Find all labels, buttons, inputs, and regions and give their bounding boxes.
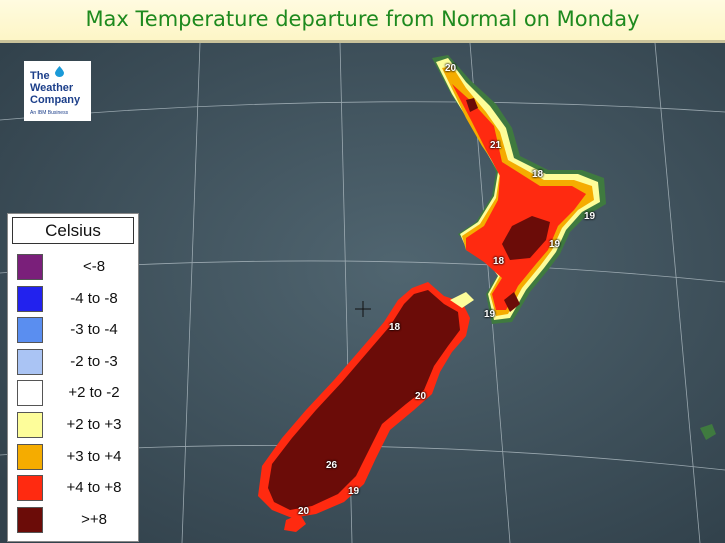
- north-island: [432, 55, 606, 324]
- legend-item: +2 to +3: [14, 410, 134, 440]
- legend-swatch: [17, 444, 43, 470]
- legend-swatch: [17, 254, 43, 280]
- temp-label-christchurch: 20: [415, 391, 427, 402]
- legend-label: >+8: [81, 511, 107, 528]
- temp-label-taranaki: 18: [493, 256, 505, 267]
- legend-item: +2 to -2: [14, 378, 134, 408]
- south-island: [258, 282, 474, 532]
- legend-label: -4 to -8: [70, 290, 118, 307]
- legend-swatch: [17, 507, 43, 533]
- weather-company-logo: The Weather Company An IBM Business: [24, 61, 91, 121]
- map-title: Max Temperature departure from Normal on…: [85, 7, 640, 31]
- logo-line-3: Company: [30, 94, 81, 106]
- legend: Celsius <-8 -4 to -8 -3 to -4 -2 to -3 +…: [7, 213, 139, 542]
- temp-label-nelson: 18: [389, 322, 401, 333]
- north-island-dark-south: [504, 292, 520, 312]
- chatham-islands: [700, 424, 716, 440]
- marlborough-sounds: [450, 292, 474, 308]
- legend-label: +4 to +8: [66, 479, 122, 496]
- legend-swatch: [17, 317, 43, 343]
- legend-label: <-8: [82, 258, 106, 275]
- temp-label-dunedin: 19: [348, 486, 360, 497]
- legend-swatch: [17, 412, 43, 438]
- temp-label-hawkes-bay: 19: [549, 239, 561, 250]
- crosshair-marker: [355, 301, 371, 317]
- south-island-dark-core: [268, 290, 460, 510]
- temp-label-southland: 20: [298, 506, 310, 517]
- legend-label: -3 to -4: [70, 321, 118, 338]
- title-bar: Max Temperature departure from Normal on…: [0, 0, 725, 43]
- logo-line-2: Weather: [30, 82, 74, 94]
- legend-label: +2 to +3: [66, 416, 122, 433]
- logo-subtitle: An IBM Business: [30, 110, 69, 116]
- legend-item: >+8: [14, 505, 134, 535]
- legend-item: -3 to -4: [14, 315, 134, 345]
- legend-item: +4 to +8: [14, 473, 134, 503]
- legend-item: +3 to +4: [14, 442, 134, 472]
- legend-swatch: [17, 380, 43, 406]
- northland-hotspot: [466, 98, 478, 112]
- legend-label: +3 to +4: [66, 448, 122, 465]
- temp-label-coromandel: 21: [490, 140, 502, 151]
- legend-title: Celsius: [12, 217, 134, 244]
- temp-label-central-otago: 26: [326, 460, 338, 471]
- temp-label-bay-of-plenty: 18: [532, 169, 544, 180]
- legend-item: -4 to -8: [14, 284, 134, 314]
- legend-label: -2 to -3: [70, 353, 118, 370]
- temp-label-wellington: 19: [484, 309, 496, 320]
- stewart-island: [284, 514, 306, 532]
- legend-item: -2 to -3: [14, 347, 134, 377]
- logo-line-1: The: [30, 70, 50, 82]
- raindrop-icon: [55, 66, 64, 77]
- legend-swatch: [17, 286, 43, 312]
- north-island-dark-core: [502, 216, 550, 260]
- legend-item: <-8: [14, 252, 134, 282]
- legend-swatch: [17, 475, 43, 501]
- north-island-red-band: [452, 84, 586, 310]
- legend-label: +2 to -2: [68, 384, 120, 401]
- temp-label-east-cape: 19: [584, 211, 596, 222]
- legend-swatch: [17, 349, 43, 375]
- temp-label-far-north: 20: [445, 63, 457, 74]
